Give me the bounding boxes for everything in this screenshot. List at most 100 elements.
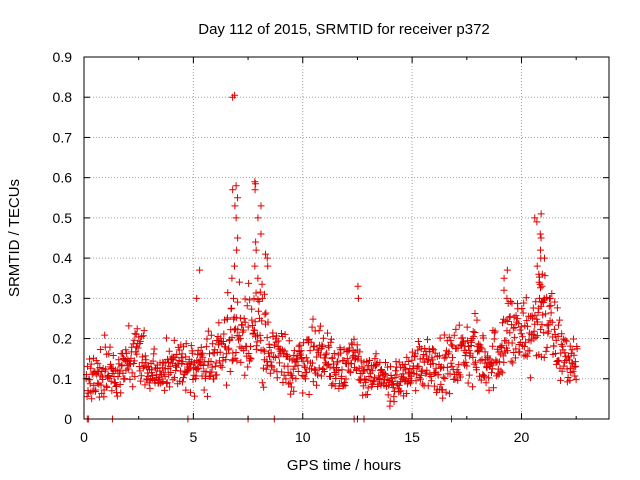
data-point xyxy=(314,371,322,379)
data-point xyxy=(323,349,331,357)
data-point xyxy=(136,337,144,345)
data-point xyxy=(557,376,565,384)
data-point xyxy=(506,329,514,337)
data-point xyxy=(431,349,439,357)
data-point xyxy=(511,333,519,341)
data-point xyxy=(396,387,404,395)
data-point xyxy=(130,357,138,365)
data-point xyxy=(473,366,481,374)
data-point xyxy=(232,182,240,190)
data-point xyxy=(335,380,343,388)
data-point xyxy=(508,321,516,329)
data-point xyxy=(262,365,270,373)
data-point xyxy=(133,350,141,358)
data-point xyxy=(561,349,569,357)
data-point xyxy=(107,377,115,385)
data-point xyxy=(551,298,559,306)
data-point xyxy=(338,372,346,380)
data-point xyxy=(492,359,500,367)
data-point xyxy=(328,354,336,362)
chart-title: Day 112 of 2015, SRMTID for receiver p37… xyxy=(198,21,490,38)
data-point xyxy=(196,266,204,274)
data-point xyxy=(443,363,451,371)
data-point xyxy=(518,305,526,313)
data-point xyxy=(87,360,95,368)
data-points xyxy=(82,91,581,423)
data-point xyxy=(342,375,350,383)
data-point xyxy=(218,363,226,371)
data-point xyxy=(495,370,503,378)
data-point xyxy=(520,299,528,307)
data-point xyxy=(211,362,219,370)
data-point xyxy=(182,340,190,348)
data-point xyxy=(539,311,547,319)
data-point xyxy=(418,367,426,375)
data-point xyxy=(569,335,577,343)
data-point xyxy=(548,290,556,298)
data-point xyxy=(503,347,511,355)
data-point xyxy=(490,335,498,343)
data-point xyxy=(331,382,339,390)
data-point xyxy=(520,342,528,350)
data-point xyxy=(537,284,545,292)
data-point xyxy=(137,377,145,385)
data-point xyxy=(415,362,423,370)
data-point xyxy=(319,343,327,351)
data-point xyxy=(296,341,304,349)
data-point xyxy=(138,332,146,340)
data-point xyxy=(361,375,369,383)
data-point xyxy=(471,328,479,336)
data-point xyxy=(106,343,114,351)
data-point xyxy=(287,383,295,391)
data-point xyxy=(356,348,364,356)
data-point xyxy=(234,336,242,344)
data-point xyxy=(140,327,148,335)
data-point xyxy=(371,374,379,382)
data-point xyxy=(258,280,266,288)
data-point xyxy=(207,358,215,366)
data-point xyxy=(543,343,551,351)
data-point xyxy=(550,342,558,350)
data-point xyxy=(228,304,236,312)
data-point xyxy=(229,186,237,194)
data-point xyxy=(346,369,354,377)
data-point xyxy=(518,333,526,341)
data-point xyxy=(315,327,323,335)
data-point xyxy=(195,365,203,373)
data-point xyxy=(476,357,484,365)
data-point xyxy=(419,355,427,363)
data-point xyxy=(526,347,534,355)
data-point xyxy=(113,392,121,400)
data-point xyxy=(480,373,488,381)
data-point xyxy=(448,341,456,349)
data-point xyxy=(547,302,555,310)
data-point xyxy=(161,373,169,381)
data-point xyxy=(363,391,371,399)
data-point xyxy=(531,214,539,222)
data-point xyxy=(537,234,545,242)
data-point xyxy=(566,342,574,350)
data-point xyxy=(216,348,224,356)
data-point xyxy=(225,344,233,352)
data-point xyxy=(519,309,527,317)
data-point xyxy=(109,351,117,359)
data-point xyxy=(228,334,236,342)
data-point xyxy=(326,363,334,371)
data-point xyxy=(279,379,287,387)
data-point xyxy=(507,357,515,365)
data-point xyxy=(372,362,380,370)
data-point xyxy=(317,372,325,380)
data-point xyxy=(284,362,292,370)
data-point xyxy=(227,305,235,313)
data-point xyxy=(256,288,264,296)
data-point xyxy=(545,302,553,310)
data-point xyxy=(129,383,137,391)
data-point xyxy=(392,358,400,366)
data-point xyxy=(247,355,255,363)
data-point xyxy=(423,366,431,374)
data-point xyxy=(485,374,493,382)
data-point xyxy=(92,386,100,394)
data-point xyxy=(485,386,493,394)
data-point xyxy=(481,348,489,356)
data-point xyxy=(124,365,132,373)
